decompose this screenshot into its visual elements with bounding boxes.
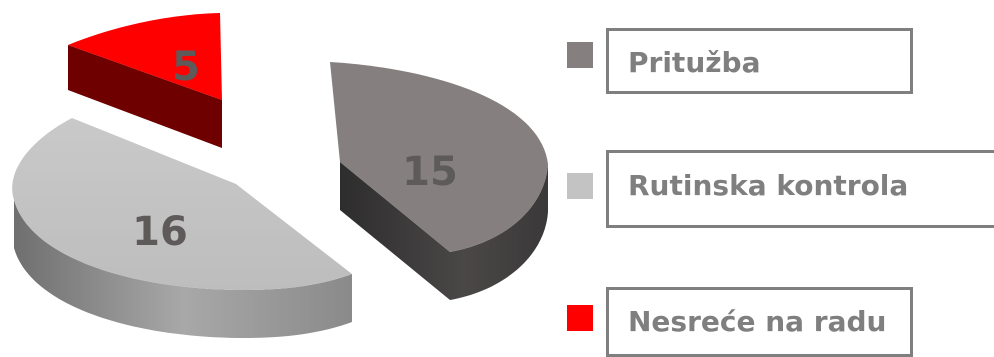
legend-swatch-nesrece — [567, 305, 593, 331]
legend-box-rutinska — [606, 150, 994, 228]
legend-swatch-prituzba — [567, 42, 593, 68]
pie-chart: 15 16 5 — [12, 13, 548, 338]
slice-rutinska-side — [14, 200, 352, 338]
slice-nesrece-top — [68, 13, 222, 100]
slice-rutinska-kontrola: 16 — [12, 118, 353, 338]
slice-rutinska-top — [12, 118, 353, 290]
slice-prituzba: 15 — [330, 62, 548, 300]
legend-box-prituzba — [606, 28, 913, 94]
slice-prituzba-value: 15 — [402, 149, 458, 195]
slice-nesrece-value: 5 — [172, 44, 200, 90]
legend-label-prituzba: Pritužba — [628, 46, 761, 79]
legend-label-rutinska: Rutinska kontrola — [628, 169, 909, 202]
legend-label-nesrece: Nesreće na radu — [628, 305, 887, 338]
slice-prituzba-top — [330, 62, 548, 252]
slice-rutinska-value: 16 — [132, 209, 188, 255]
slice-nesrece-na-radu: 5 — [68, 13, 222, 148]
slice-nesrece-side — [68, 45, 222, 148]
legend-swatch-rutinska — [567, 173, 593, 199]
slice-prituzba-side — [340, 162, 548, 300]
